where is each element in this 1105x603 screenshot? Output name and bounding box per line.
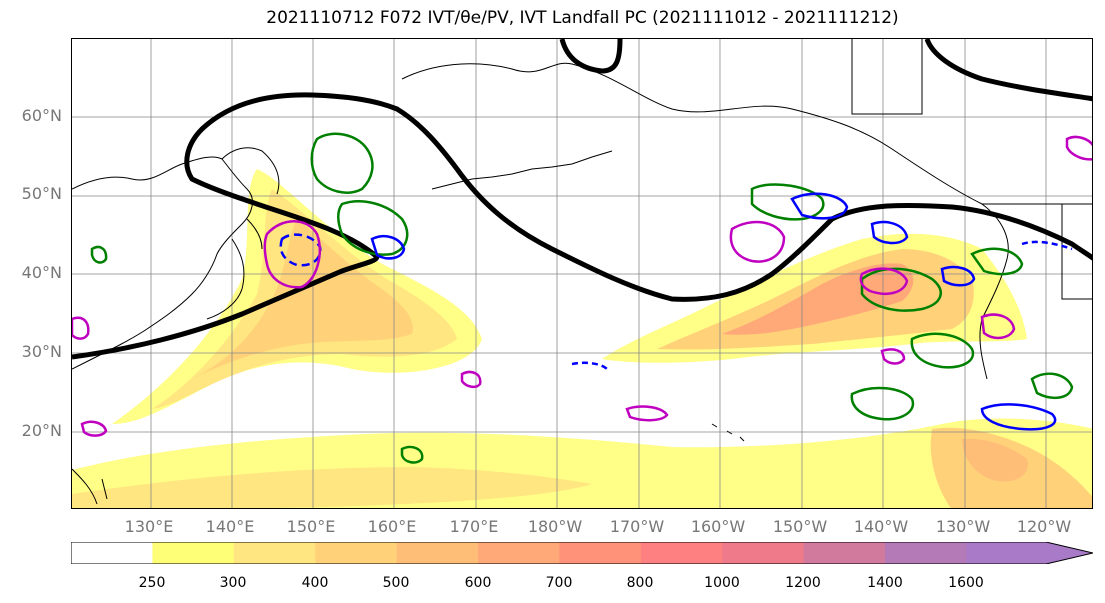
landfall-2 [729, 220, 786, 263]
colorbar-segment [233, 542, 316, 564]
graticule [72, 39, 1092, 508]
lon-label-160e: 160°E [367, 517, 417, 536]
theta-e-main [72, 92, 1092, 360]
pv-green-2 [337, 200, 409, 256]
colorbar-segment [71, 542, 153, 564]
pv-blue-3 [790, 192, 849, 220]
pv-positive-contours [90, 132, 1074, 464]
ivt-shading [72, 169, 1092, 508]
landfall-6 [625, 405, 669, 422]
theta-e-north [559, 39, 623, 74]
lon-label-130e: 130°E [124, 517, 174, 536]
pv-green-5 [910, 332, 975, 369]
cb-tick-800: 800 [626, 575, 654, 591]
colorbar-segment [640, 542, 723, 564]
landfall-5 [72, 316, 90, 340]
lon-label-120w: 120°W [1016, 517, 1072, 536]
lat-label-20n: 20°N [21, 421, 62, 440]
landfall-9 [80, 420, 108, 437]
cb-tick-500: 500 [382, 575, 410, 591]
theta-e-contour [72, 39, 1092, 360]
colorbar-segment [966, 542, 1093, 564]
ivt-west-plume-core [192, 219, 413, 379]
cb-tick-250: 250 [138, 575, 166, 591]
ivt-subtropical-core [72, 467, 592, 508]
landfall-3 [859, 267, 909, 295]
kamchatka [221, 147, 280, 195]
landfall-4 [980, 313, 1016, 340]
lat-label-60n: 60°N [21, 106, 62, 125]
coastlines [72, 39, 1092, 505]
colorbar-segment [559, 542, 642, 564]
map-canvas [72, 39, 1092, 508]
pv-blue-7 [571, 361, 608, 370]
cb-tick-600: 600 [464, 575, 492, 591]
colorbar-segment [152, 542, 235, 564]
pv-green-7 [90, 245, 108, 264]
pv-blue-5 [940, 265, 976, 287]
lon-label-150e: 150°E [286, 517, 336, 536]
ivt-colorbar [71, 542, 1093, 564]
colorbar-segment [478, 542, 560, 564]
map-panel [71, 38, 1093, 509]
lat-label-30n: 30°N [21, 342, 62, 361]
cb-tick-1600: 1600 [948, 575, 984, 591]
lon-label-140e: 140°E [205, 517, 255, 536]
landfall-1 [263, 220, 321, 289]
lon-label-170e: 170°E [449, 517, 499, 536]
cb-tick-1200: 1200 [785, 575, 821, 591]
lon-label-170w: 170°W [609, 517, 665, 536]
cb-tick-1400: 1400 [867, 575, 903, 591]
cb-tick-400: 400 [301, 575, 329, 591]
aleutians [431, 150, 613, 190]
colorbar-segment [803, 542, 886, 564]
pv-green-1 [310, 132, 374, 194]
pv-green-10 [1030, 372, 1074, 400]
theta-e-northeast [924, 39, 1092, 102]
pv-green-4 [860, 267, 942, 312]
landfall-7 [460, 370, 482, 389]
landfall-contours [72, 135, 1092, 437]
pv-blue-8 [1021, 240, 1073, 251]
map-title: 2021110712 F072 IVT/θe/PV, IVT Landfall … [266, 8, 899, 28]
hawaii [711, 423, 745, 442]
lon-label-160w: 160°W [690, 517, 746, 536]
cb-tick-300: 300 [219, 575, 247, 591]
pv-blue-1 [279, 233, 322, 267]
alaska-coast [401, 62, 1009, 380]
canada-border [851, 39, 923, 115]
pv-blue-6 [980, 403, 1057, 431]
pv-blue-4 [870, 220, 909, 245]
cb-tick-1000: 1000 [704, 575, 740, 591]
cb-tick-700: 700 [545, 575, 573, 591]
pv-green-8 [400, 445, 424, 464]
lon-label-150w: 150°W [772, 517, 828, 536]
pv-negative-contours [279, 192, 1073, 431]
ivt-hawaii-core [962, 438, 1028, 482]
colorbar-outline [71, 542, 1093, 564]
us-west-border [982, 203, 1092, 300]
asia-coast [72, 156, 253, 370]
pv-green-6 [850, 386, 915, 421]
lat-label-50n: 50°N [21, 184, 62, 203]
philippines [72, 468, 108, 505]
pv-blue-2 [370, 235, 406, 260]
lon-label-130w: 130°W [935, 517, 991, 536]
pv-green-9 [970, 247, 1024, 276]
colorbar-segments [71, 542, 1093, 564]
pv-green-3 [750, 183, 825, 221]
landfall-8 [1065, 135, 1092, 161]
landfall-10 [880, 348, 906, 365]
ivt-east-ar-core [722, 263, 914, 335]
lat-label-40n: 40°N [21, 263, 62, 282]
colorbar-segment [315, 542, 398, 564]
colorbar-segment [885, 542, 967, 564]
colorbar-segment [722, 542, 805, 564]
colorbar-segment [396, 542, 479, 564]
lon-label-180w: 180°W [527, 517, 583, 536]
lon-label-140w: 140°W [853, 517, 909, 536]
japan-islands [206, 218, 263, 320]
